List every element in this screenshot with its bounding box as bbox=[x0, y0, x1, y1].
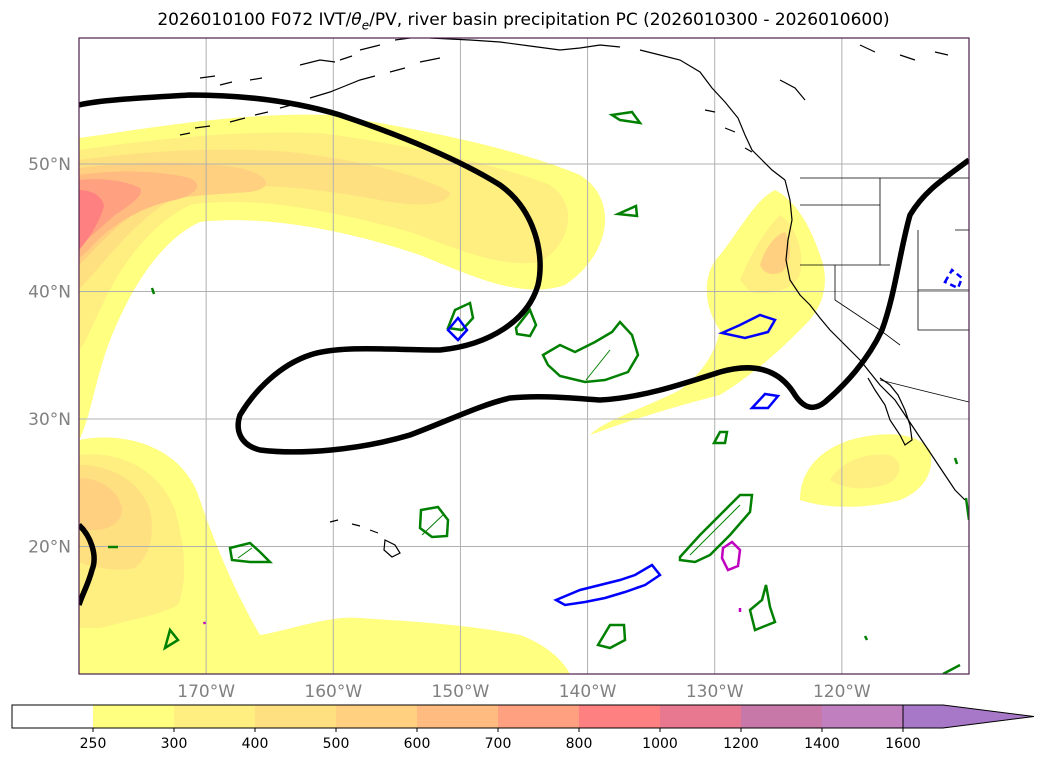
ivt-band-500-sw bbox=[79, 478, 122, 530]
lat-tick-label: 30°N bbox=[28, 410, 71, 430]
map-gridlines bbox=[79, 38, 969, 674]
colorbar-segment bbox=[174, 705, 255, 728]
lat-labels: 50°N 40°N 30°N 20°N bbox=[28, 155, 71, 558]
colorbar-segment bbox=[417, 705, 498, 728]
lat-tick-label: 50°N bbox=[28, 155, 71, 175]
theta-e-contours-blue bbox=[446, 268, 964, 607]
colorbar-tick-label: 700 bbox=[485, 736, 512, 752]
lat-tick-label: 20°N bbox=[28, 538, 71, 558]
lon-tick-label: 150°W bbox=[432, 682, 490, 702]
lat-tick-label: 40°N bbox=[28, 283, 71, 303]
map-title: 2026010100 F072 IVT/θe/PV, river basin p… bbox=[157, 10, 890, 33]
lon-labels: 170°W 160°W 150°W 140°W 130°W 120°W bbox=[177, 682, 871, 702]
ivt-band-400-central bbox=[760, 232, 790, 274]
coastlines bbox=[179, 38, 969, 558]
colorbar-segment bbox=[93, 705, 174, 728]
colorbar-segment bbox=[12, 705, 93, 728]
lon-tick-label: 170°W bbox=[177, 682, 235, 702]
ivt-band-300-se bbox=[830, 454, 900, 489]
colorbar-tick-label: 800 bbox=[566, 736, 593, 752]
ivt-filled-contours bbox=[79, 114, 932, 674]
colorbar-outline bbox=[11, 704, 903, 729]
lon-tick-label: 130°W bbox=[686, 682, 744, 702]
colorbar-segment bbox=[822, 705, 903, 728]
colorbar-tick-label: 1400 bbox=[804, 736, 840, 752]
colorbar-segment bbox=[741, 705, 822, 728]
ivt-band-800 bbox=[79, 190, 104, 250]
colorbar-segment bbox=[255, 705, 336, 728]
pv-contour bbox=[79, 92, 969, 606]
theta-e-contours-green bbox=[108, 110, 969, 674]
colorbar-extend-arrow bbox=[902, 704, 1035, 729]
colorbar-tick-label: 250 bbox=[80, 736, 107, 752]
lon-tick-label: 120°W bbox=[813, 682, 871, 702]
colorbar-tick-label: 600 bbox=[404, 736, 431, 752]
colorbar-tick-label: 400 bbox=[242, 736, 269, 752]
colorbar-segment bbox=[660, 705, 741, 728]
colorbar-segment bbox=[498, 705, 579, 728]
colorbar-tick-label: 500 bbox=[323, 736, 350, 752]
theta-e-contours-magenta bbox=[202, 540, 742, 625]
ivt-band-250-sw bbox=[79, 437, 570, 674]
colorbar-segment bbox=[579, 705, 660, 728]
map-frame bbox=[78, 37, 970, 675]
lon-tick-label: 140°W bbox=[559, 682, 617, 702]
colorbar: 250 300 400 500 600 700 800 1000 1200 1400 1600 bbox=[11, 704, 1035, 752]
colorbar-tick-label: 1000 bbox=[642, 736, 678, 752]
colorbar-tick-label: 1600 bbox=[885, 736, 921, 752]
lon-tick-label: 160°W bbox=[304, 682, 362, 702]
colorbar-tick-label: 300 bbox=[161, 736, 188, 752]
colorbar-segment bbox=[336, 705, 417, 728]
colorbar-tick-label: 1200 bbox=[723, 736, 759, 752]
